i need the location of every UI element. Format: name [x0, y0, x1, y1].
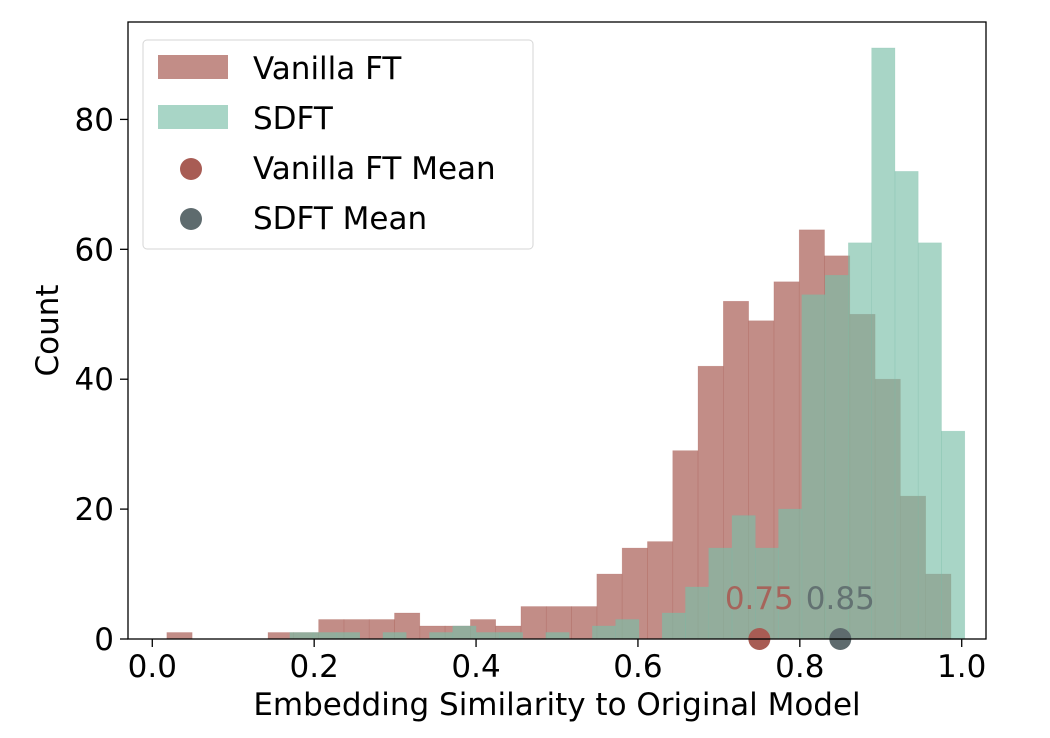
y-tick-label-4: 80	[75, 102, 114, 138]
x-tick-label-5: 1.0	[937, 649, 986, 685]
sdft-bar-1	[312, 632, 337, 640]
sdft-bar-6	[429, 632, 454, 640]
y-axis-label: Count	[30, 284, 66, 376]
x-tick-label-1: 0.2	[290, 649, 339, 685]
y-tick-label-0: 0	[94, 622, 114, 658]
sdft-bar-16	[661, 612, 686, 640]
sdft-bar-28	[941, 430, 966, 640]
sdft-bar-2	[336, 632, 361, 640]
legend-label-sdft: SDFT	[253, 101, 334, 137]
y-axis-ticks: 0 20 40 60 80	[75, 102, 128, 658]
legend-label-sdft-mean: SDFT Mean	[253, 201, 427, 237]
legend-label-vanilla-ft-mean: Vanilla FT Mean	[253, 151, 496, 187]
legend: Vanilla FT SDFT Vanilla FT Mean SDFT Mean	[142, 39, 534, 250]
legend-marker-sdft-mean	[180, 208, 202, 230]
x-tick-label-2: 0.4	[451, 649, 500, 685]
sdft-mean-label: 0.85	[806, 581, 875, 617]
sdft-bar-14	[615, 619, 640, 640]
sdft-bar-0	[289, 632, 314, 640]
sdft-bar-24	[848, 242, 872, 640]
y-tick-label-1: 20	[75, 492, 114, 528]
sdft-bar-13	[592, 625, 616, 640]
sdft-bar-17	[685, 586, 710, 640]
sdft-bar-11	[545, 632, 570, 640]
x-axis-ticks: 0.0 0.2 0.4 0.6 0.8 1.0	[128, 639, 986, 685]
legend-marker-vanilla-ft-mean	[180, 158, 202, 180]
x-tick-label-3: 0.6	[613, 649, 662, 685]
sdft-bar-8	[475, 632, 500, 640]
vanilla-ft-bar-4	[267, 632, 294, 640]
means-layer: 0.75 0.85	[725, 581, 875, 650]
plot-frame	[127, 21, 987, 640]
y-tick-label-3: 60	[75, 232, 114, 268]
sdft-bar-9	[499, 632, 523, 640]
x-tick-label-4: 0.8	[775, 649, 824, 685]
legend-swatch-sdft	[158, 105, 228, 129]
sdft-bar-21	[778, 508, 803, 640]
sdft-bar-27	[917, 242, 942, 640]
legend-box	[142, 39, 534, 250]
sdft-bar-4	[382, 632, 407, 640]
y-tick-label-2: 40	[75, 362, 114, 398]
x-tick-label-0: 0.0	[128, 649, 177, 685]
vanilla-ft-bar-0	[166, 632, 193, 640]
sdft-bar-7	[452, 625, 477, 640]
sdft-bar-26	[894, 171, 919, 640]
legend-label-vanilla-ft: Vanilla FT	[253, 51, 402, 87]
bars-layer	[166, 47, 966, 640]
x-axis-label: Embedding Similarity to Original Model	[253, 687, 860, 723]
sdft-bar-19	[731, 515, 756, 640]
sdft-bar-25	[871, 47, 896, 640]
legend-swatch-vanilla-ft	[158, 55, 228, 79]
vanilla-ft-mean-label: 0.75	[725, 581, 794, 617]
vanilla-ft-bar-14	[520, 606, 547, 640]
